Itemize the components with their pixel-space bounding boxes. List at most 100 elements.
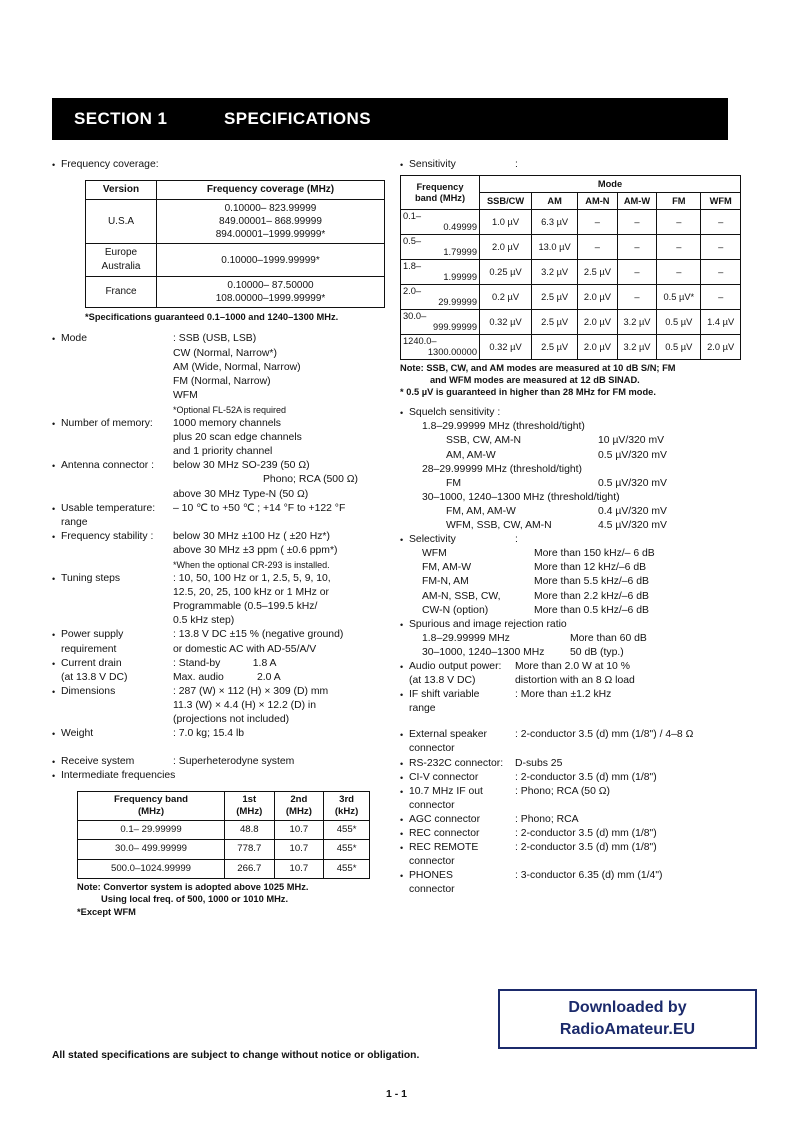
band-line: 1240.0–: [403, 336, 437, 347]
table-row: U.S.A 0.10000– 823.99999 849.00001– 868.…: [85, 199, 385, 245]
connector-value-text: 2-conductor 3.5 (d) mm (1/8"): [520, 842, 657, 854]
audio-output-power-line: distortion with an 8 Ω load: [515, 675, 635, 687]
mode-value-line: SSB (USB, LSB): [178, 333, 257, 345]
cell-am-n: 2.5 µV: [577, 259, 618, 286]
if-note-line: Note: Convertor system is adopted above …: [77, 881, 309, 892]
number-of-memory-label: Number of memory:: [61, 418, 153, 430]
antenna-connector-row: Antenna connector : below 30 MHz SO-239 …: [52, 459, 392, 473]
selectivity-value: More than 5.5 kHz/–6 dB: [534, 576, 649, 588]
cell-2nd: 10.7: [273, 820, 325, 841]
version-line: Australia: [101, 261, 141, 273]
table-row: 0.5– 1.79999 2.0 µV 13.0 µV – – – –: [400, 234, 741, 261]
header-line: band (MHz): [414, 192, 466, 203]
sensitivity-note-line: Note: SSB, CW, and AM modes are measured…: [400, 363, 676, 374]
downloaded-by-line2: RadioAmateur.EU: [559, 1021, 696, 1038]
receive-system-value-text: Superheterodyne system: [178, 756, 295, 768]
connector-value-text: Phono; RCA: [520, 813, 579, 825]
selectivity-value: More than 0.5 kHz/–6 dB: [534, 604, 649, 616]
squelch-value: 0.5 µV/320 mV: [598, 449, 667, 461]
dimensions-line: 11.3 (W) × 4.4 (H) × 12.2 (D) in: [173, 699, 317, 711]
coverage-line: 0.10000– 823.99999: [224, 203, 317, 215]
cell-band: 500.0–1024.99999: [77, 858, 225, 879]
connector-value-text: 2-conductor 3.5 (d) mm (1/8") / 4–8 Ω: [520, 729, 694, 741]
mode-note: *Optional FL-52A is required: [173, 404, 287, 415]
number-of-memory-value: 1000 memory channels: [173, 418, 282, 430]
version-line: Europe: [104, 247, 138, 259]
dimensions-colon: :: [173, 685, 176, 697]
usable-temperature-row: Usable temperature: – 10 ℃ to +50 ℃ ; +1…: [52, 502, 392, 516]
selectivity-key: WFM: [422, 548, 447, 560]
table-row: 0.1– 0.49999 1.0 µV 6.3 µV – – – –: [400, 209, 741, 236]
table-row: Europe Australia 0.10000–1999.99999*: [85, 243, 385, 278]
connector-row-rs232c: RS-232C connector: D-subs 25: [400, 757, 745, 771]
coverage-line: 108.00000–1999.99999*: [215, 293, 326, 305]
weight-row: Weight : 7.0 kg; 15.4 lb: [52, 727, 392, 741]
selectivity-row: WFM More than 150 kHz/– 6 dB: [422, 547, 745, 561]
frequency-stability-line: above 30 MHz ±3 ppm ( ±0.6 ppm*): [173, 544, 338, 556]
header-line: 3rd: [339, 794, 355, 806]
column-header-2nd: 2nd (MHz): [273, 791, 325, 822]
section-number-label: SECTION 1: [74, 109, 168, 128]
column-header-am: AM: [531, 192, 579, 211]
cell-1st: 48.8: [224, 820, 275, 841]
cell-1st: 778.7: [224, 839, 275, 860]
spurious-key: 1.8–29.99999 MHz: [422, 632, 510, 644]
squelch-group-heading: 30–1000, 1240–1300 MHz (threshold/tight): [422, 491, 620, 503]
usable-temperature-label: Usable temperature:: [61, 502, 156, 514]
weight-value-text: 7.0 kg; 15.4 lb: [178, 728, 245, 740]
mode-value-line: WFM: [173, 389, 198, 401]
cell-ssb-cw: 0.32 µV: [478, 334, 533, 361]
bullet-icon: [52, 417, 61, 431]
current-drain-colon: :: [173, 657, 176, 669]
bullet-icon: [400, 771, 409, 785]
column-header-3rd: 3rd (kHz): [323, 791, 370, 822]
header-line: Frequency band: [113, 794, 189, 806]
connector-colon: :: [515, 785, 518, 797]
tuning-steps-line: 12.5, 20, 25, 100 kHz or 1 MHz or: [173, 587, 329, 599]
current-drain-row: Current drain : Stand-by 1.8 A: [52, 657, 392, 671]
current-drain-val: 1.8 A: [252, 657, 277, 669]
connector-label: CI-V connector: [409, 771, 479, 783]
frequency-stability-row: Frequency stability : below 30 MHz ±100 …: [52, 530, 392, 544]
power-supply-row: Power supply : 13.8 V DC ±15 % (negative…: [52, 628, 392, 642]
connector-value: : 3-conductor 6.35 (d) mm (1/4"): [515, 869, 745, 883]
dimensions-label: Dimensions: [61, 685, 116, 697]
cell-fm: 0.5 µV: [656, 309, 702, 336]
squelch-value: 10 µV/320 mV: [598, 435, 665, 447]
coverage-line: 849.00001– 868.99999: [219, 216, 322, 228]
connector-label: PHONES: [409, 870, 453, 882]
number-of-memory-line: and 1 priority channel: [173, 446, 273, 458]
cell-wfm: 1.4 µV: [700, 309, 741, 336]
bullet-icon: [52, 158, 61, 172]
sensitivity-note-line: * 0.5 µV is guaranteed in higher than 28…: [400, 387, 656, 398]
squelch-value: 0.4 µV/320 mV: [598, 505, 667, 517]
cell-version-usa: U.S.A: [85, 199, 157, 245]
cell-coverage-europe-australia: 0.10000–1999.99999*: [156, 243, 385, 278]
cell-fm: 0.5 µV: [656, 334, 702, 361]
connector-value: : Phono; RCA: [515, 813, 745, 827]
cell-3rd: 455*: [323, 820, 370, 841]
selectivity-key: CW-N (option): [422, 604, 489, 616]
audio-output-power-value: More than 2.0 W at 10 %: [515, 660, 630, 672]
column-header-band: Frequency band (MHz): [77, 791, 225, 822]
dimensions-value: : 287 (W) × 112 (H) × 309 (D) mm: [173, 685, 392, 699]
if-shift-row: IF shift variable : More than ±1.2 kHz: [400, 688, 745, 702]
cell-wfm: –: [700, 284, 741, 311]
cell-band: 0.5– 1.79999: [400, 234, 480, 261]
squelch-row: WFM, SSB, CW, AM-N 4.5 µV/320 mV: [446, 519, 745, 533]
cell-1st: 266.7: [224, 858, 275, 879]
selectivity-key: FM-N, AM: [422, 576, 469, 588]
frequency-stability-value: below 30 MHz ±100 Hz ( ±20 Hz*): [173, 530, 330, 542]
bullet-icon: [400, 813, 409, 827]
tuning-steps-value-line: 10, 50, 100 Hz or 1, 2.5, 5, 9, 10,: [178, 573, 331, 585]
if-shift-value: : More than ±1.2 kHz: [515, 688, 745, 702]
connector-label2: connector: [409, 799, 455, 811]
power-supply-label2: requirement: [61, 643, 117, 655]
cell-band: 2.0– 29.99999: [400, 284, 480, 311]
if-shift-label2: range: [409, 703, 436, 715]
sensitivity-heading: Sensitivity :: [400, 158, 745, 172]
spurious-value: More than 60 dB: [570, 632, 647, 644]
tuning-steps-row: Tuning steps : 10, 50, 100 Hz or 1, 2.5,…: [52, 572, 392, 586]
cell-band: 30.0– 999.99999: [400, 309, 480, 336]
column-header-version: Version: [85, 180, 157, 201]
